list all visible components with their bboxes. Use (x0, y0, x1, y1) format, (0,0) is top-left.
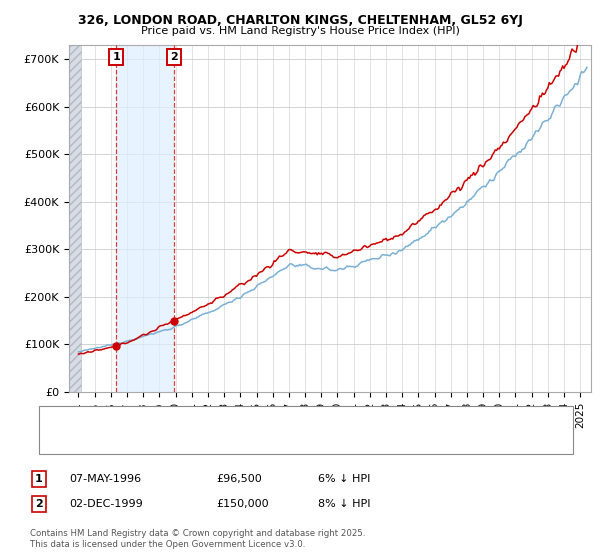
Text: 1: 1 (113, 52, 121, 62)
Bar (69, 45, 81, 392)
Text: £150,000: £150,000 (216, 499, 269, 509)
Text: 6% ↓ HPI: 6% ↓ HPI (318, 474, 370, 484)
Text: Contains HM Land Registry data © Crown copyright and database right 2025.
This d: Contains HM Land Registry data © Crown c… (30, 529, 365, 549)
Text: HPI: Average price, detached house, Cheltenham: HPI: Average price, detached house, Chel… (83, 435, 328, 445)
Text: 326, LONDON ROAD, CHARLTON KINGS, CHELTENHAM, GL52 6YJ: 326, LONDON ROAD, CHARLTON KINGS, CHELTE… (77, 14, 523, 27)
Text: Price paid vs. HM Land Registry's House Price Index (HPI): Price paid vs. HM Land Registry's House … (140, 26, 460, 36)
Bar (116, 45, 174, 392)
Text: 07-MAY-1996: 07-MAY-1996 (69, 474, 141, 484)
Text: 02-DEC-1999: 02-DEC-1999 (69, 499, 143, 509)
Text: —: — (53, 410, 71, 428)
Text: 2: 2 (170, 52, 178, 62)
Text: 8% ↓ HPI: 8% ↓ HPI (318, 499, 371, 509)
Text: 2: 2 (35, 499, 43, 509)
Text: £96,500: £96,500 (216, 474, 262, 484)
Text: 326, LONDON ROAD, CHARLTON KINGS, CHELTENHAM, GL52 6YJ (detached house): 326, LONDON ROAD, CHARLTON KINGS, CHELTE… (83, 414, 493, 424)
Text: —: — (53, 431, 71, 449)
Text: 1: 1 (35, 474, 43, 484)
